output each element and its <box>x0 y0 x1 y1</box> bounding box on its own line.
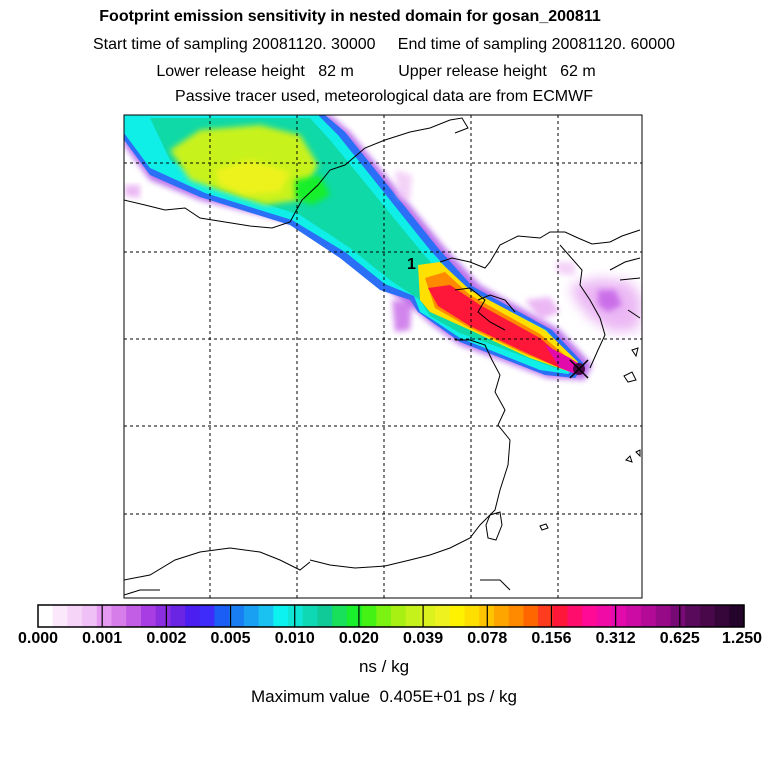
colorbar-tick-label: 0.078 <box>467 630 508 647</box>
colorbar-cell <box>464 605 480 627</box>
colorbar-tick-label: 0.625 <box>659 630 700 647</box>
colorbar-cell <box>611 605 627 627</box>
colorbar-cell <box>185 605 201 627</box>
colorbar-cell <box>641 605 657 627</box>
tracer-info-line: Passive tracer used, meteorological data… <box>175 88 593 105</box>
colorbar-cell <box>126 605 142 627</box>
colorbar-cell <box>243 605 260 627</box>
colorbar-cell <box>38 605 54 627</box>
max-value-line: Maximum value 0.405E+01 ps / kg <box>251 687 517 706</box>
colorbar-tick-label: 0.156 <box>531 630 572 647</box>
colorbar-cell <box>493 605 510 627</box>
colorbar-cell <box>302 605 319 627</box>
release-height-line: Lower release height 82 m Upper release … <box>156 63 596 80</box>
colorbar-cell <box>82 605 98 627</box>
colorbar-cell <box>229 605 245 627</box>
colorbar-cell <box>199 605 216 627</box>
colorbar-cell <box>699 605 716 627</box>
colorbar-cell <box>567 605 583 627</box>
colorbar-cell <box>655 605 672 627</box>
colorbar-tick-label: 0.039 <box>403 630 444 647</box>
colorbar-cell <box>214 605 230 627</box>
colorbar-cell <box>670 605 686 627</box>
colorbar-tick-label: 1.250 <box>721 630 763 647</box>
colorbar-tick-label: 0.002 <box>146 630 187 647</box>
receptor-marker <box>569 359 589 379</box>
colorbar-cell <box>596 605 613 627</box>
colorbar-cell <box>391 605 407 627</box>
colorbar-cell <box>449 605 466 627</box>
colorbar-cell <box>346 605 363 627</box>
colorbar-cell <box>170 605 186 627</box>
colorbar-tick-label: 0.001 <box>82 630 123 647</box>
colorbar-cell <box>155 605 171 627</box>
colorbar-cell <box>332 605 348 627</box>
colorbar-tick-label: 0.020 <box>338 630 379 647</box>
colorbar-cell <box>729 605 745 627</box>
colorbar-cell <box>273 605 289 627</box>
colorbar-cell <box>538 605 554 627</box>
colorbar-cell <box>714 605 730 627</box>
colorbar-tick-label: 0.312 <box>595 630 636 647</box>
colorbar-cell <box>258 605 274 627</box>
colorbar-cell <box>626 605 642 627</box>
sampling-time-line: Start time of sampling 20081120. 30000 E… <box>92 36 675 53</box>
graticule <box>124 115 642 598</box>
colorbar-unit: ns / kg <box>358 657 410 676</box>
plume-layer <box>124 115 642 380</box>
coastlines <box>124 117 641 596</box>
colorbar <box>37 604 745 628</box>
map-frame <box>123 114 643 599</box>
colorbar-cell <box>361 605 377 627</box>
colorbar-cell <box>435 605 451 627</box>
colorbar-tick-label: 0.010 <box>274 630 315 647</box>
colorbar-cell <box>288 605 304 627</box>
colorbar-cell <box>111 605 127 627</box>
colorbar-cell <box>508 605 524 627</box>
colorbar-cell <box>67 605 83 627</box>
colorbar-tick-label: 0.005 <box>210 630 251 647</box>
colorbar-cell <box>317 605 333 627</box>
map-title: Footprint emission sensitivity in nested… <box>99 8 601 25</box>
colorbar-cell <box>552 605 569 627</box>
colorbar-cell <box>685 605 701 627</box>
colorbar-cell <box>420 605 436 627</box>
colorbar-cell <box>96 605 113 627</box>
colorbar-cell <box>376 605 392 627</box>
release-point-label: 1 <box>407 256 416 273</box>
colorbar-cell <box>52 605 69 627</box>
colorbar-cell <box>582 605 598 627</box>
colorbar-cell <box>523 605 539 627</box>
colorbar-tick-label: 0.000 <box>17 630 59 647</box>
colorbar-cell <box>405 605 422 627</box>
colorbar-cell <box>140 605 157 627</box>
